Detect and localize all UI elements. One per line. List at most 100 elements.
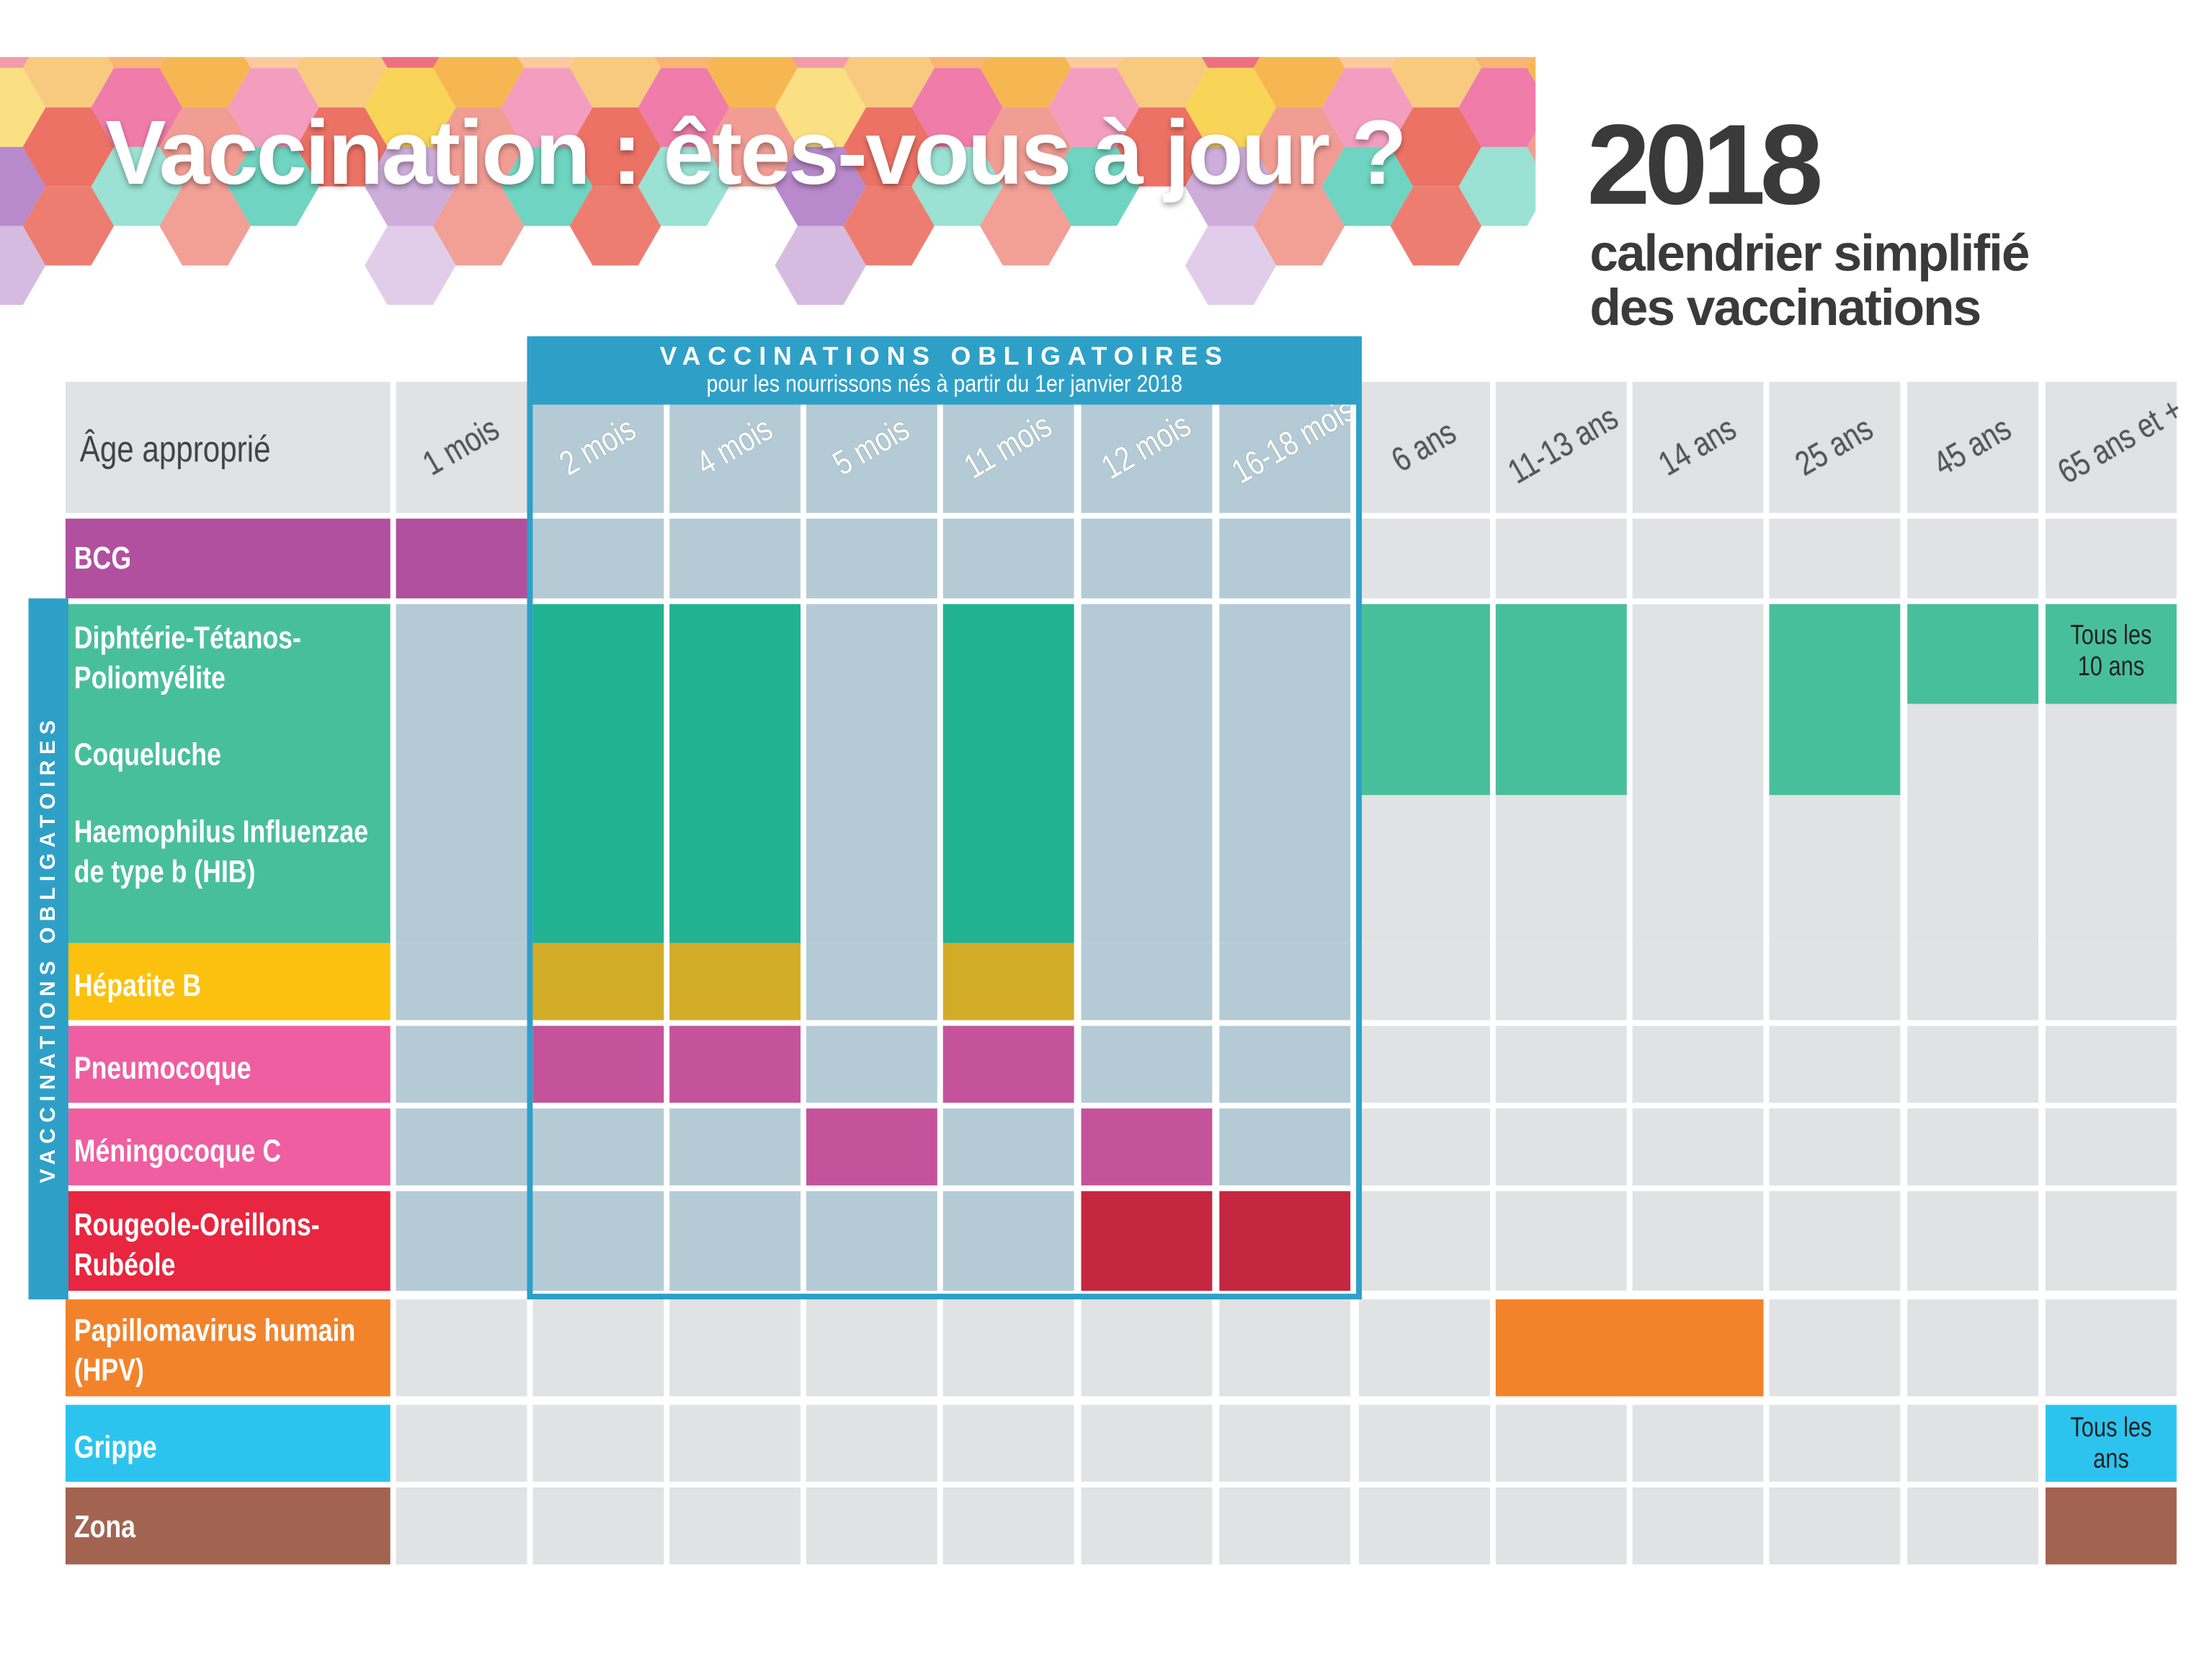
schedule-cell bbox=[1081, 943, 1213, 1020]
schedule-cell bbox=[669, 604, 801, 943]
schedule-cell bbox=[669, 518, 801, 599]
schedule-cell bbox=[396, 943, 527, 1020]
vaccine-label-bcg: BCG bbox=[73, 540, 132, 576]
schedule-cell bbox=[1907, 943, 2039, 1020]
schedule-cell bbox=[1769, 943, 1901, 1020]
banner-hexagon bbox=[1048, 68, 1140, 147]
schedule-cell bbox=[1081, 1299, 1213, 1397]
banner-hexagon bbox=[1338, 57, 1397, 68]
schedule-cell bbox=[942, 604, 1074, 943]
year-label: 2018 bbox=[1587, 101, 1823, 228]
schedule-cell bbox=[2045, 1108, 2177, 1186]
banner-hexagon bbox=[843, 107, 935, 187]
age-header-8 bbox=[1495, 381, 1627, 513]
schedule-cell bbox=[1495, 518, 1627, 599]
schedule-cell bbox=[1769, 1405, 1901, 1482]
schedule-cell bbox=[1081, 604, 1213, 943]
schedule-cell bbox=[669, 1299, 801, 1397]
schedule-cell bbox=[806, 1405, 937, 1482]
schedule-cell bbox=[1359, 1405, 1490, 1482]
banner-hexagon bbox=[0, 68, 46, 147]
banner-hexagon bbox=[228, 146, 319, 226]
schedule-cell bbox=[942, 1026, 1074, 1103]
banner-hexagon bbox=[775, 146, 867, 226]
mandatory-side-label: VACCINATIONS OBLIGATOIRES bbox=[28, 598, 68, 1300]
age-header-9 bbox=[1632, 381, 1764, 513]
banner-hexagon bbox=[433, 57, 525, 108]
schedule-cell bbox=[1632, 1108, 1764, 1186]
banner-hexagon bbox=[1390, 107, 1482, 187]
banner-hexagon bbox=[980, 107, 1071, 187]
schedule-cell bbox=[1081, 1191, 1213, 1291]
schedule-cell bbox=[1632, 1487, 1764, 1565]
main-title: Vaccination : êtes-vous à jour ? bbox=[105, 101, 1406, 204]
dtp-note-every-10-years: Tous les 10 ans bbox=[2070, 621, 2152, 682]
vaccine-label-hpv: Papillomavirus humain (HPV) bbox=[73, 1312, 356, 1388]
age-header-11 bbox=[1907, 381, 2039, 513]
age-header-0 bbox=[396, 381, 527, 513]
schedule-cell bbox=[806, 1026, 937, 1103]
schedule-cell bbox=[1081, 518, 1213, 599]
banner-hexagon bbox=[296, 107, 388, 187]
banner-hexagon bbox=[706, 107, 798, 187]
schedule-cell bbox=[1495, 1108, 1627, 1186]
age-header-cell bbox=[65, 381, 391, 513]
banner-hexagon bbox=[365, 68, 456, 147]
schedule-cell bbox=[1769, 1299, 1901, 1397]
schedule-cell bbox=[942, 943, 1074, 1020]
schedule-cell bbox=[806, 604, 937, 943]
schedule-cell bbox=[1632, 943, 1764, 1020]
banner-hexagon bbox=[1321, 146, 1414, 226]
schedule-cell bbox=[669, 1405, 801, 1482]
vaccine-row-label bbox=[65, 943, 391, 1020]
banner-hexagon bbox=[569, 57, 661, 108]
schedule-cell bbox=[1359, 943, 1490, 1020]
vaccine-row-label bbox=[65, 1299, 391, 1397]
banner-hexagon bbox=[0, 226, 46, 306]
banner-hexagon bbox=[1185, 226, 1277, 306]
schedule-cell bbox=[1219, 1191, 1351, 1291]
schedule-cell bbox=[1907, 1405, 2039, 1482]
schedule-cell bbox=[1769, 1191, 1901, 1291]
schedule-cell bbox=[396, 1487, 527, 1565]
schedule-cell bbox=[2045, 1299, 2177, 1397]
schedule-cell bbox=[1495, 1405, 1627, 1482]
schedule-cell bbox=[1359, 1487, 1490, 1565]
banner-hexagon bbox=[911, 68, 1003, 147]
schedule-cell bbox=[1769, 1108, 1901, 1186]
schedule-cell bbox=[1495, 943, 1627, 1020]
vaccine-label-dtp: Diphtérie-Tétanos-Poliomyélite bbox=[73, 619, 301, 695]
schedule-cell bbox=[942, 518, 1074, 599]
schedule-cell bbox=[1081, 1487, 1213, 1565]
schedule-cell bbox=[2045, 1405, 2177, 1482]
schedule-cell bbox=[1632, 1405, 1764, 1482]
banner-hexagon bbox=[775, 68, 867, 147]
banner-hexagon bbox=[1048, 146, 1140, 226]
banner-hexagon bbox=[638, 68, 730, 147]
vaccine-row-label bbox=[65, 1405, 391, 1482]
vaccine-label-ror: Rougeole-Oreillons-Rubéole bbox=[73, 1206, 320, 1283]
schedule-cell bbox=[532, 604, 664, 943]
banner-hexagon bbox=[159, 186, 251, 266]
schedule-cell bbox=[2045, 943, 2177, 1020]
banner-hexagon bbox=[107, 57, 166, 68]
schedule-cell bbox=[942, 1191, 1074, 1291]
schedule-cell bbox=[1632, 518, 1764, 599]
banner-hexagon bbox=[22, 107, 115, 187]
vaccine-label-pneumocoque: Pneumocoque bbox=[73, 1050, 251, 1086]
schedule-cell bbox=[942, 1487, 1074, 1565]
schedule-cell bbox=[532, 943, 664, 1020]
hpv-schedule bbox=[1495, 1299, 1764, 1397]
mandatory-header-title: VACCINATIONS OBLIGATOIRES bbox=[659, 342, 1229, 371]
schedule-cell bbox=[396, 1299, 527, 1397]
vaccine-label-hepatite-b: Hépatite B bbox=[73, 967, 202, 1003]
banner-hexagon bbox=[380, 57, 440, 68]
banner-hexagon bbox=[517, 57, 576, 68]
schedule-cell bbox=[532, 1108, 664, 1186]
dtp-booster-65ans bbox=[2045, 604, 2177, 704]
schedule-cell bbox=[806, 518, 937, 599]
schedule-cell bbox=[396, 1191, 527, 1291]
schedule-cell bbox=[1495, 1026, 1627, 1103]
age-header-label: Âge approprié bbox=[79, 427, 271, 471]
